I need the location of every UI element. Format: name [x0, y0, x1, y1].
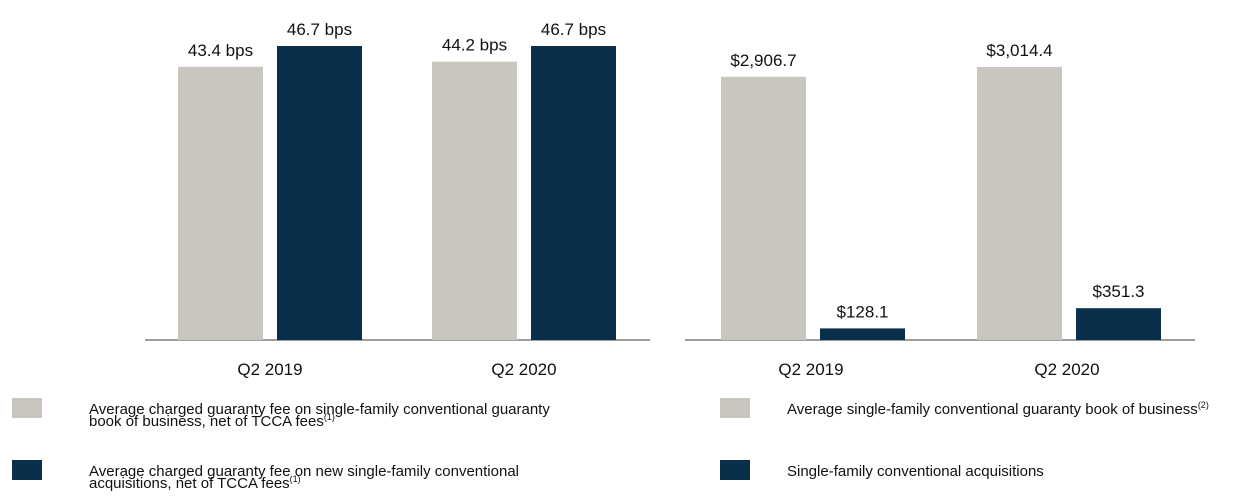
legend-text: Average charged guaranty fee on new sing…	[89, 463, 559, 492]
x-tick-label: Q2 2020	[1034, 360, 1099, 379]
data-label: $128.1	[837, 302, 889, 321]
data-label: 43.4 bps	[188, 41, 253, 60]
legend-text: Single-family conventional acquisitions	[787, 463, 1232, 480]
legend-text: Average charged guaranty fee on single-f…	[89, 401, 559, 430]
data-label: $3,014.4	[986, 41, 1052, 60]
data-label: 46.7 bps	[287, 20, 352, 39]
legend-swatch	[720, 460, 750, 480]
data-label: $2,906.7	[730, 51, 796, 70]
legend-footnote: (1)	[289, 474, 301, 484]
legend-label: Average single-family conventional guara…	[787, 401, 1198, 418]
legend-footnote: (2)	[1197, 400, 1209, 410]
bar	[277, 46, 362, 340]
x-tick-label: Q2 2020	[491, 360, 556, 379]
bar	[977, 67, 1062, 340]
legend-footnote: (1)	[323, 412, 335, 422]
bar	[432, 61, 517, 340]
bar	[1076, 308, 1161, 340]
bar	[531, 46, 616, 340]
data-label: 44.2 bps	[442, 36, 507, 55]
legend-label: Average charged guaranty fee on new sing…	[89, 463, 519, 492]
x-tick-label: Q2 2019	[778, 360, 843, 379]
data-label: $351.3	[1093, 282, 1145, 301]
bar	[820, 328, 905, 340]
legend-swatch	[12, 460, 42, 480]
legend-swatch	[720, 398, 750, 418]
legend-label: Average charged guaranty fee on single-f…	[89, 401, 550, 430]
legend-swatch	[12, 398, 42, 418]
legend-label: Single-family conventional acquisitions	[787, 463, 1044, 480]
data-label: 46.7 bps	[541, 20, 606, 39]
x-tick-label: Q2 2019	[237, 360, 302, 379]
bar	[178, 66, 263, 341]
legend-text: Average single-family conventional guara…	[787, 401, 1232, 418]
bar	[721, 76, 806, 341]
